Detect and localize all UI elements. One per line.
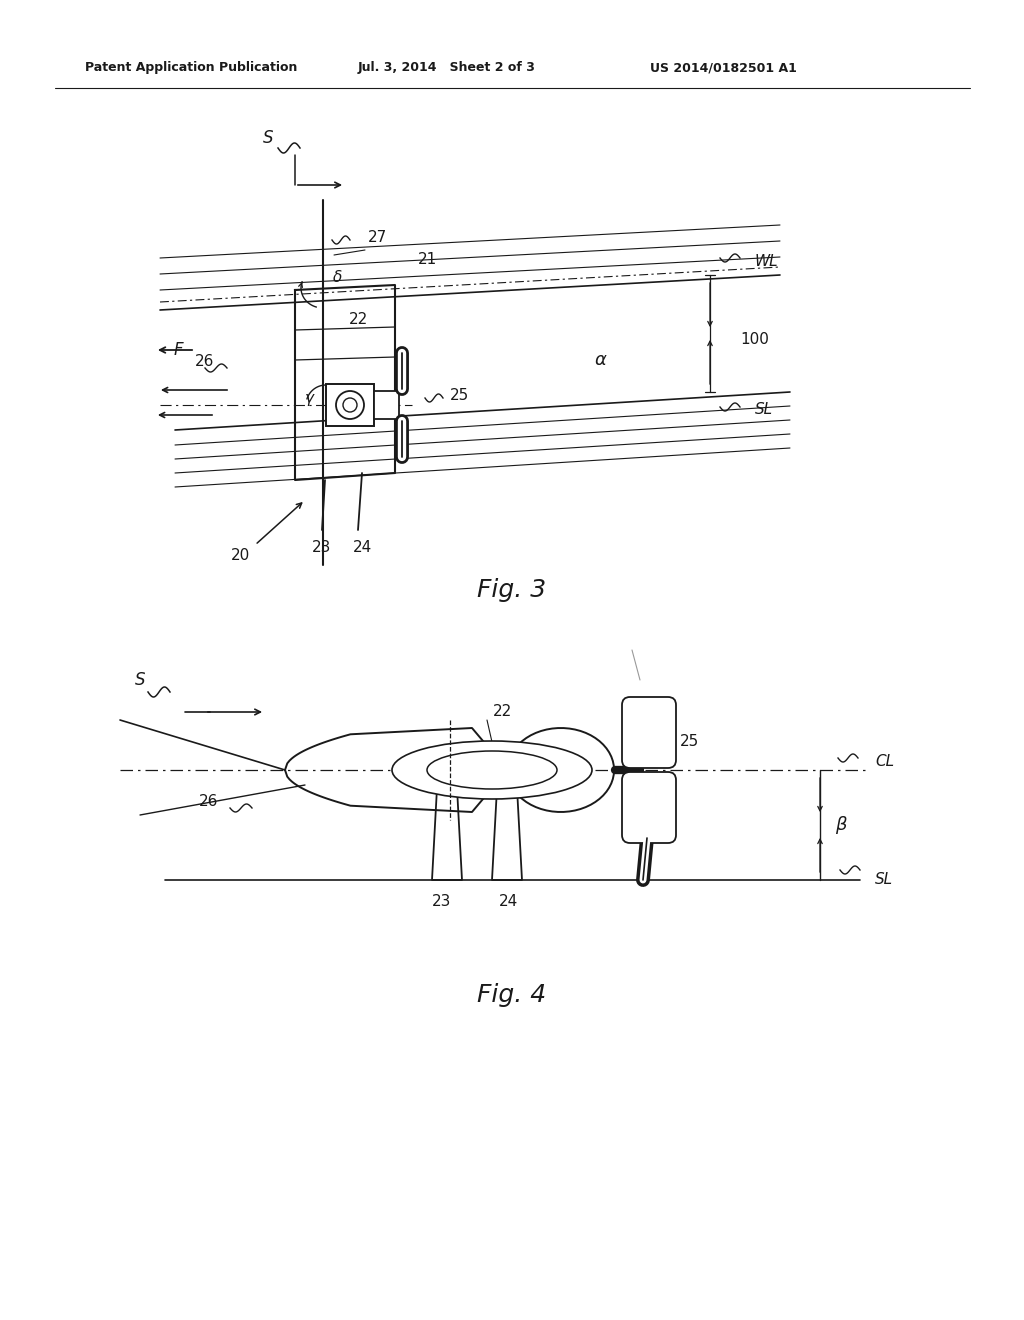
- Text: β: β: [835, 816, 847, 834]
- Text: Patent Application Publication: Patent Application Publication: [85, 62, 297, 74]
- FancyBboxPatch shape: [622, 772, 676, 843]
- Text: S: S: [263, 129, 273, 147]
- FancyBboxPatch shape: [326, 384, 374, 426]
- Text: 24: 24: [352, 540, 372, 556]
- Text: Fig. 3: Fig. 3: [477, 578, 547, 602]
- Text: 26: 26: [195, 355, 214, 370]
- Ellipse shape: [427, 751, 557, 789]
- Text: γ: γ: [304, 391, 313, 405]
- Text: 21: 21: [418, 252, 437, 268]
- Text: 24: 24: [500, 895, 518, 909]
- Text: Jul. 3, 2014   Sheet 2 of 3: Jul. 3, 2014 Sheet 2 of 3: [358, 62, 536, 74]
- Text: Fig. 4: Fig. 4: [477, 983, 547, 1007]
- Text: WL: WL: [755, 255, 778, 269]
- Text: 100: 100: [740, 333, 769, 347]
- Text: SL: SL: [755, 403, 773, 417]
- Text: 25: 25: [680, 734, 699, 750]
- Text: F: F: [173, 341, 183, 359]
- Text: US 2014/0182501 A1: US 2014/0182501 A1: [650, 62, 797, 74]
- Text: 23: 23: [432, 895, 452, 909]
- Text: CL: CL: [874, 755, 894, 770]
- Circle shape: [343, 399, 357, 412]
- Circle shape: [336, 391, 364, 418]
- Text: 26: 26: [199, 795, 218, 809]
- Text: 23: 23: [312, 540, 332, 556]
- Text: δ: δ: [334, 271, 343, 285]
- Text: 20: 20: [230, 548, 250, 562]
- FancyBboxPatch shape: [374, 391, 399, 418]
- Text: 22: 22: [493, 705, 512, 719]
- Text: SL: SL: [874, 873, 893, 887]
- Text: α: α: [594, 351, 606, 370]
- FancyBboxPatch shape: [622, 697, 676, 768]
- Text: 22: 22: [348, 313, 368, 327]
- Text: 27: 27: [368, 231, 387, 246]
- Ellipse shape: [392, 741, 592, 799]
- Text: S: S: [135, 671, 145, 689]
- Text: 25: 25: [450, 388, 469, 403]
